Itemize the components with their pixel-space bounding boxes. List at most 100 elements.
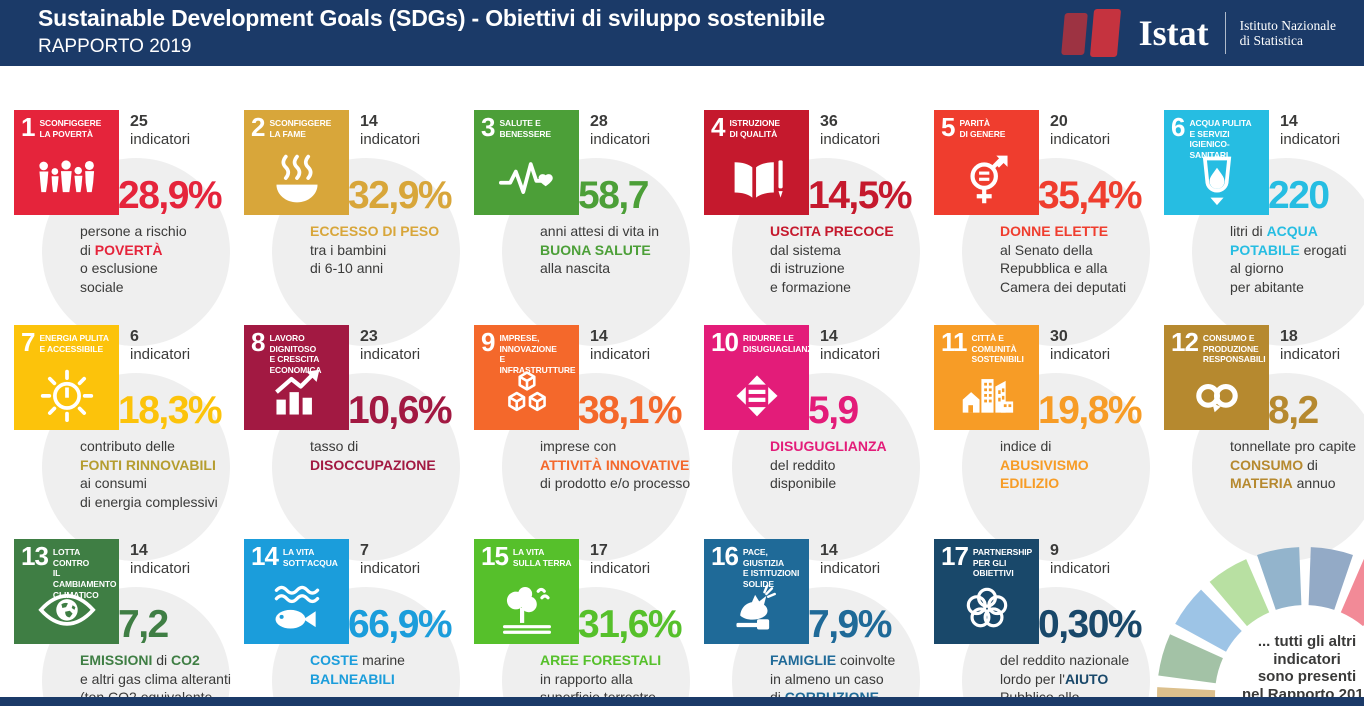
- sdg-tile-4: 4 ISTRUZIONE DI QUALITÀ 36 indicatori 14,5% US…: [704, 110, 926, 346]
- sdg-tile-9: 9 IMPRESE, INNOVAZIONE E INFRASTRUTTURE 14 in…: [474, 325, 696, 561]
- goal-number: 3: [481, 112, 496, 142]
- stat-value: 66,9%: [348, 603, 453, 646]
- goal-number: 8: [251, 327, 266, 357]
- stat-description: ECCESSO DI PESO tra i bambini di 6-10 anni: [310, 223, 440, 276]
- stat-value: 58,7: [578, 174, 649, 217]
- goal-title: CITTÀ E COMUNITÀ SOSTENIBILI: [971, 333, 1024, 365]
- indicator-count: 14 indicatori: [1280, 113, 1341, 148]
- goal-title: SCONFIGGERE LA FAME: [269, 118, 332, 139]
- goal-number: 4: [711, 112, 726, 142]
- sdg-square-10: 10 RIDURRE LE DISUGUAGLIANZE: [704, 325, 818, 430]
- sdg-square-11: 11 CITTÀ E COMUNITÀ SOSTENIBILI: [934, 325, 1039, 430]
- goal-number: 11: [941, 327, 967, 357]
- stat-value: 220: [1268, 174, 1330, 217]
- sdg-square-6: 6 ACQUA PULITA E SERVIZI IGIENICO-SANITARI: [1164, 110, 1269, 215]
- goal-number: 2: [251, 112, 266, 142]
- water-icon: [1164, 144, 1269, 213]
- indicator-count: 14 indicatori: [820, 328, 881, 363]
- sdg-square-15: 15 LA VITA SULLA TERRA: [474, 539, 579, 644]
- stat-value: 10,6%: [348, 389, 453, 432]
- sdg-square-5: 5 PARITÀ DI GENERE: [934, 110, 1039, 215]
- indicator-count: 9 indicatori: [1050, 542, 1111, 577]
- sdg-square-4: 4 ISTRUZIONE DI QUALITÀ: [704, 110, 809, 215]
- goal-title: PARTNERSHIP PER GLI OBIETTIVI: [972, 547, 1033, 579]
- sdg-tile-15: 15 LA VITA SULLA TERRA 17 indicatori 31,6% ARE…: [474, 539, 696, 706]
- stat-value: 0,30%: [1038, 603, 1143, 646]
- indicator-count: 14 indicatori: [590, 328, 651, 363]
- stat-description: DONNE ELETTE al Senato della Repubblica e …: [1000, 223, 1127, 295]
- goal-title: RIDURRE LE DISUGUAGLIANZE: [742, 333, 819, 354]
- stat-description: tasso di DISOCCUPAZIONE: [310, 438, 436, 473]
- indicator-count: 18 indicatori: [1280, 328, 1341, 363]
- cubes-icon: [474, 359, 579, 428]
- wheel-segment: [1209, 559, 1271, 627]
- stat-description: anni attesi di vita in BUONA SALUTE alla n…: [540, 223, 660, 276]
- indicator-count: 14 indicatori: [820, 542, 881, 577]
- sdg-square-9: 9 IMPRESE, INNOVAZIONE E INFRASTRUTTURE: [474, 325, 579, 430]
- wheel-note-line: sono presenti: [1257, 668, 1357, 685]
- family-icon: [14, 144, 119, 213]
- stat-description: DISUGUGLIANZA del reddito disponibile: [770, 438, 887, 491]
- goal-title: ACQUA PULITA E SERVIZI IGIENICO-SANITARI: [1189, 118, 1252, 160]
- stat-description: imprese con ATTIVITÀ INNOVATIVE di prodott…: [540, 438, 691, 491]
- sdg-tile-10: 10 RIDURRE LE DISUGUAGLIANZE 14 indicatori 5,…: [704, 325, 926, 561]
- sdg-square-17: 17 PARTNERSHIP PER GLI OBIETTIVI: [934, 539, 1039, 644]
- sdg-tile-16: 16 PACE, GIUSTIZIA E ISTITUZIONI SOLIDE 14 in…: [704, 539, 926, 706]
- book-icon: [704, 144, 809, 213]
- sdg-tile-5: 5 PARITÀ DI GENERE 20 indicatori 35,4% DONNE E…: [934, 110, 1156, 346]
- stat-description: tonnellate pro capite CONSUMO di MATERIA a…: [1230, 438, 1357, 491]
- sdg-tile-1: 1 SCONFIGGERE LA POVERTÀ 25 indicatori 28,9% p…: [14, 110, 236, 346]
- stat-description: indice di ABUSIVISMO EDILIZIO: [1000, 438, 1089, 491]
- goal-number: 10: [711, 327, 739, 357]
- indicator-count: 17 indicatori: [590, 542, 651, 577]
- stat-description: contributo delle FONTI RINNOVABILI ai cons…: [80, 438, 218, 510]
- goal-number: 7: [21, 327, 36, 357]
- tree-icon: [474, 573, 579, 642]
- istat-logo-book-icon: [1060, 13, 1088, 55]
- istat-logo: Istat Istituto Nazionale di Statistica: [1060, 9, 1336, 57]
- indicator-count: 28 indicatori: [590, 113, 651, 148]
- sun-icon: [14, 359, 119, 428]
- goal-title: LA VITA SULLA TERRA: [512, 547, 572, 568]
- city-icon: [934, 359, 1039, 428]
- dove-icon: [704, 573, 809, 642]
- sdg-tile-11: 11 CITTÀ E COMUNITÀ SOSTENIBILI 30 indicator…: [934, 325, 1156, 561]
- stat-value: 5,9: [808, 389, 859, 432]
- infinity-icon: [1164, 359, 1269, 428]
- stat-value: 28,9%: [118, 174, 223, 217]
- sdg-square-13: 13 LOTTA CONTRO IL CAMBIAMENTO CLIMATICO: [14, 539, 119, 644]
- rings-icon: [934, 573, 1039, 642]
- wheel-note-line: indicatori: [1273, 650, 1341, 668]
- sdg-square-2: 2 SCONFIGGERE LA FAME: [244, 110, 349, 215]
- sdg-tile-7: 7 ENERGIA PULITA E ACCESSIBILE 6 indicatori 1…: [14, 325, 236, 561]
- istat-org-name: Istituto Nazionale di Statistica: [1239, 18, 1336, 48]
- logo-divider: [1224, 12, 1226, 54]
- equality-icon: [704, 359, 809, 428]
- goal-title: LAVORO DIGNITOSO E CRESCITA ECONOMICA: [269, 333, 322, 375]
- goal-title: ISTRUZIONE DI QUALITÀ: [729, 118, 780, 139]
- stat-value: 32,9%: [348, 174, 453, 217]
- indicator-count: 25 indicatori: [130, 113, 191, 148]
- wheel-segment: [1339, 559, 1364, 627]
- wheel-note-line: ... tutti gli altri: [1257, 633, 1357, 650]
- sdg-tile-17: 17 PARTNERSHIP PER GLI OBIETTIVI 9 indicator…: [934, 539, 1156, 706]
- header-bar: Sustainable Development Goals (SDGs) - O…: [0, 0, 1364, 66]
- goal-title: ENERGIA PULITA E ACCESSIBILE: [39, 333, 109, 354]
- goal-number: 16: [711, 541, 739, 571]
- goal-title: SALUTE E BENESSERE: [499, 118, 552, 139]
- goal-title: CONSUMO E PRODUZIONE RESPONSABILI: [1202, 333, 1266, 365]
- stat-value: 38,1%: [578, 389, 683, 432]
- goal-number: 14: [251, 541, 279, 571]
- goal-number: 5: [941, 112, 956, 142]
- stat-description: COSTE marine BALNEABILI: [310, 652, 405, 687]
- wheel-note: ... tutti gli altri indicatori sono presen…: [1234, 633, 1364, 703]
- indicator-count: 14 indicatori: [130, 542, 191, 577]
- page-title: Sustainable Development Goals (SDGs) - O…: [38, 5, 825, 31]
- goal-number: 1: [21, 112, 36, 142]
- goal-number: 15: [481, 541, 509, 571]
- goal-title: LOTTA CONTRO IL CAMBIAMENTO CLIMATICO: [52, 547, 117, 600]
- stat-value: 14,5%: [808, 174, 913, 217]
- istat-logo-wordmark: Istat: [1138, 13, 1209, 53]
- stat-value: 31,6%: [578, 603, 683, 646]
